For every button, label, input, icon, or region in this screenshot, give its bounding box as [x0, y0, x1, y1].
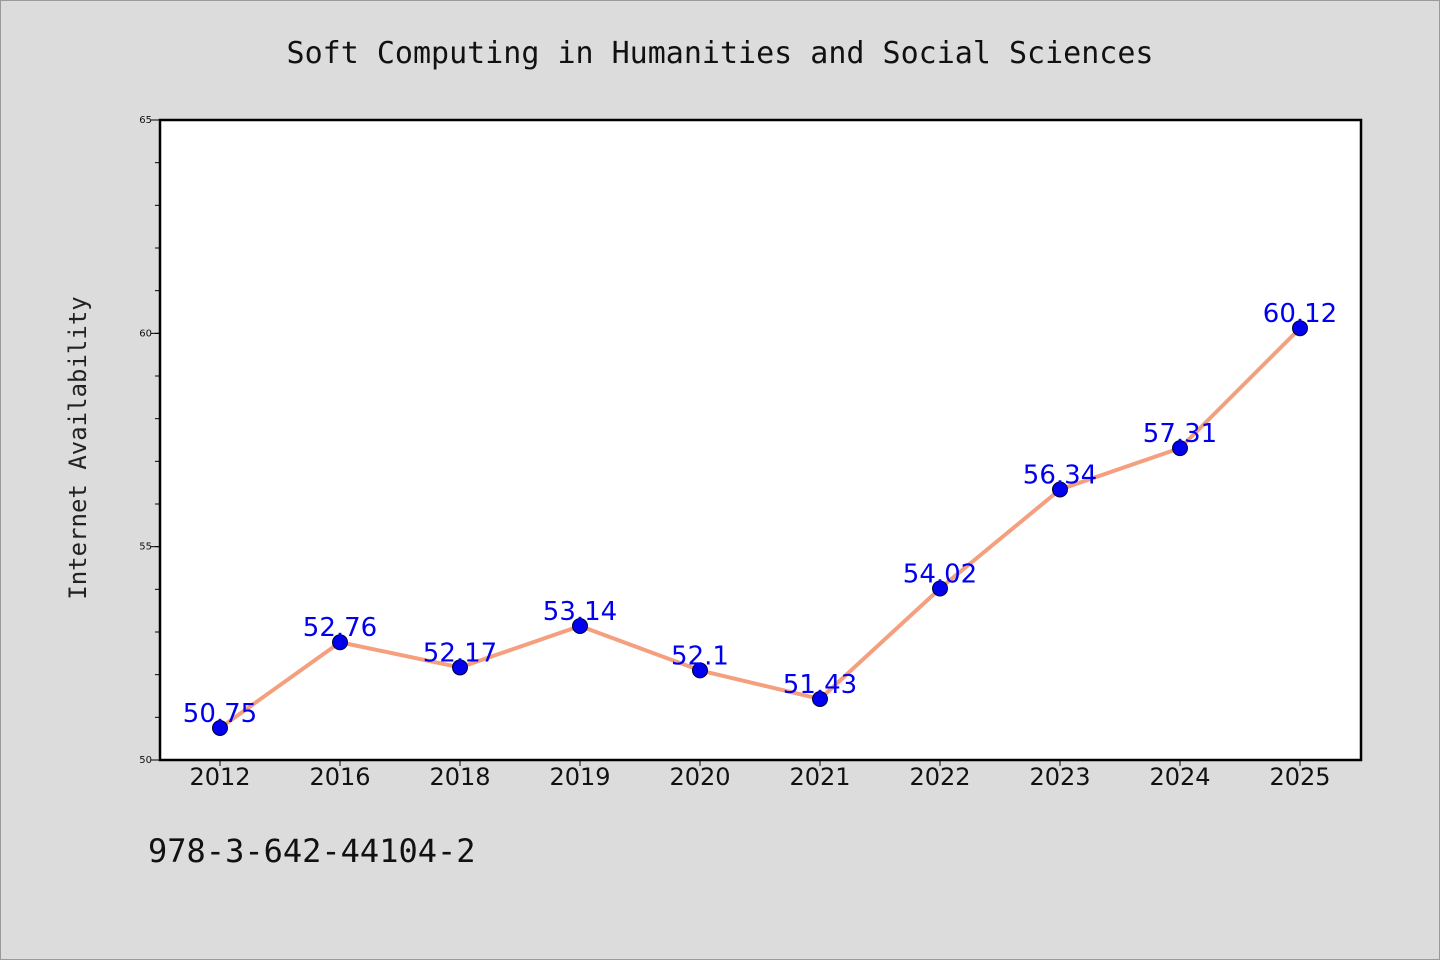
x-tick-label: 2012: [189, 763, 250, 791]
data-label: 52.1: [671, 641, 729, 671]
x-tick-label: 2023: [1029, 763, 1090, 791]
x-axis: 2012 2016 2018 2019 2020 2021 2022 2023 2024 2025: [189, 760, 1331, 791]
data-point: [692, 662, 708, 679]
data-label: 51.43: [783, 670, 857, 700]
data-label: 56.34: [1023, 460, 1097, 490]
data-label: 52.76: [303, 613, 377, 643]
x-tick-label: 2024: [1149, 763, 1210, 791]
data-label: 53.14: [543, 597, 617, 627]
data-point: [452, 659, 468, 676]
x-tick-label: 2019: [549, 763, 610, 791]
data-point: [1292, 320, 1308, 337]
y-tick-label: 65: [139, 115, 152, 126]
x-tick-label: 2025: [1269, 763, 1330, 791]
data-label: 57.31: [1143, 419, 1217, 449]
data-point: [1172, 440, 1188, 457]
data-point: [932, 580, 948, 597]
data-label: 52.17: [423, 638, 497, 668]
data-label: 50.75: [183, 699, 257, 729]
data-labels: 50.75 52.76 52.17 53.14 52.1 51.43 54.02 56.34 5…: [183, 299, 1337, 729]
series-markers: [212, 320, 1308, 736]
y-tick-label: 50: [139, 755, 152, 766]
data-point: [212, 720, 228, 736]
x-tick-label: 2022: [909, 763, 970, 791]
data-point: [1052, 481, 1068, 498]
plot-area: [158, 118, 1363, 762]
x-tick-label: 2020: [669, 763, 730, 791]
data-point: [812, 690, 828, 707]
x-tick-label: 2021: [789, 763, 850, 791]
y-axis: 50 55 60 65: [139, 115, 160, 766]
series-line: [218, 326, 1302, 730]
data-point: [572, 618, 588, 635]
chart-title: Soft Computing in Humanities and Social …: [287, 36, 1154, 71]
y-tick-label: 60: [139, 328, 152, 339]
x-tick-label: 2016: [309, 763, 370, 791]
y-axis-label: Internet Availability: [64, 296, 92, 599]
y-tick-label: 55: [139, 542, 152, 553]
isbn-code: 978-3-642-44104-2: [148, 832, 476, 870]
x-tick-label: 2018: [429, 763, 490, 791]
data-point: [332, 634, 348, 651]
data-label: 60.12: [1263, 299, 1337, 329]
data-label: 54.02: [903, 559, 977, 589]
